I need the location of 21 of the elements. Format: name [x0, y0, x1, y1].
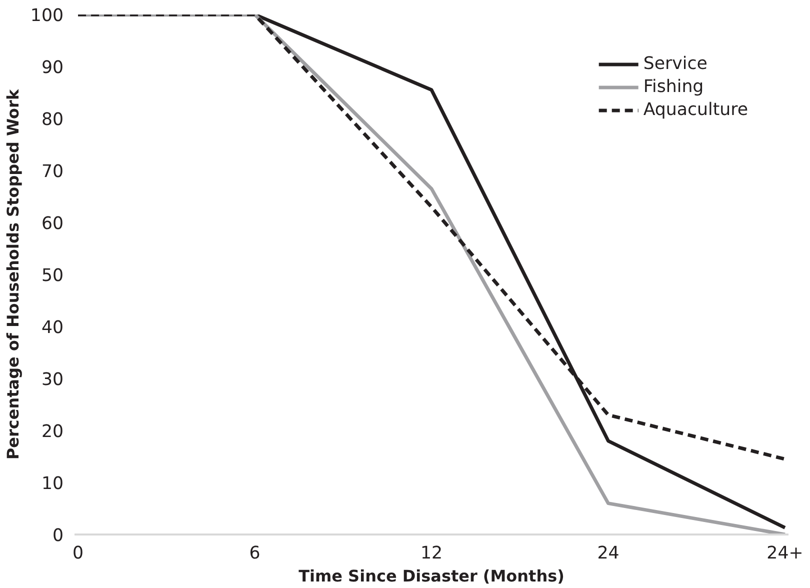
x-tick-label: 0 — [72, 544, 84, 564]
y-tick-label: 90 — [41, 58, 64, 78]
x-tick-label: 24+ — [766, 544, 804, 564]
y-tick-label: 50 — [41, 266, 64, 286]
x-tick-label: 6 — [249, 544, 260, 564]
legend-label: Service — [643, 54, 708, 74]
y-tick-label: 100 — [30, 6, 64, 26]
y-tick-label: 0 — [52, 526, 64, 546]
y-tick-label: 30 — [41, 370, 64, 390]
y-tick-label: 10 — [41, 474, 64, 494]
y-tick-label: 40 — [41, 318, 64, 338]
x-tick-label: 12 — [420, 544, 443, 564]
x-tick-label: 24 — [597, 544, 620, 564]
y-axis-title: Percentage of Households Stopped Work — [3, 89, 22, 460]
x-axis-title: Time Since Disaster (Months) — [298, 566, 564, 586]
y-tick-label: 80 — [41, 110, 64, 130]
y-tick-label: 60 — [41, 214, 64, 234]
legend-label: Fishing — [643, 77, 704, 97]
y-tick-label: 70 — [41, 162, 64, 182]
legend-label: Aquaculture — [643, 100, 748, 120]
y-tick-label: 20 — [41, 422, 64, 442]
